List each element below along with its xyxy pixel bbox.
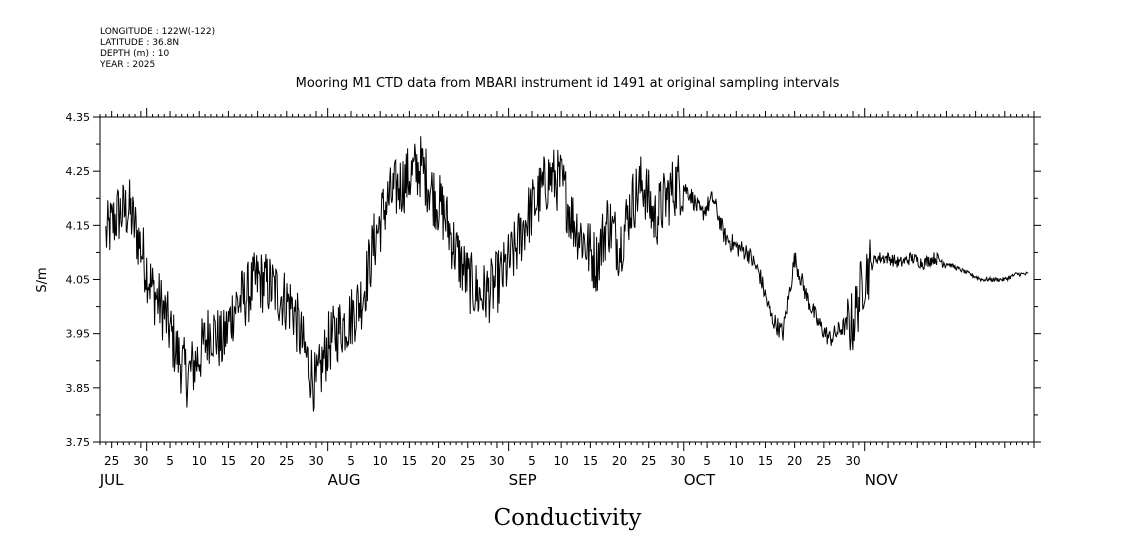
x-tick-label: 20: [250, 454, 265, 468]
x-tick-label: 20: [431, 454, 446, 468]
longitude-label: LONGITUDE : 122W(-122): [100, 27, 216, 37]
y-axis-label: S/m: [35, 267, 50, 292]
x-tick-label: 30: [308, 454, 323, 468]
y-tick-label: 3.85: [66, 382, 91, 395]
x-tick-label: 10: [192, 454, 207, 468]
x-tick-label: 25: [641, 454, 656, 468]
x-axis: 25 30 5 10 15 20 25 30 5 10 15 20 25 30 5 10 15 20 25 30 5 10…: [99, 108, 1035, 489]
year-label: YEAR : 2025: [100, 60, 156, 70]
depth-label: DEPTH (m) : 10: [100, 49, 170, 59]
x-tick-label: 10: [554, 454, 569, 468]
x-tick-label: 20: [612, 454, 627, 468]
x-tick-label: 15: [402, 454, 417, 468]
y-tick-label: 4.15: [66, 219, 91, 232]
series-group: [105, 136, 1029, 412]
x-tick-label: 20: [787, 454, 802, 468]
x-tick-label: 25: [816, 454, 831, 468]
x-tick-label: 30: [133, 454, 148, 468]
metadata-block: LONGITUDE : 122W(-122) LATITUDE : 36.8N …: [100, 27, 215, 71]
month-label: NOV: [865, 471, 899, 489]
month-label: OCT: [684, 471, 716, 489]
x-tick-label: 25: [460, 454, 475, 468]
latitude-label: LATITUDE : 36.8N: [100, 38, 180, 48]
y-tick-label: 4.35: [66, 111, 91, 124]
x-tick-label: 5: [166, 454, 174, 468]
x-tick-label: 15: [758, 454, 773, 468]
x-tick-label: 5: [347, 454, 355, 468]
x-tick-label: 25: [104, 454, 119, 468]
x-tick-label: 30: [489, 454, 504, 468]
x-tick-label: 10: [729, 454, 744, 468]
x-tick-label: 30: [670, 454, 685, 468]
x-tick-label: 5: [528, 454, 536, 468]
y-tick-label: 3.95: [66, 328, 91, 341]
x-tick-label: 15: [221, 454, 236, 468]
x-tick-label: 15: [583, 454, 598, 468]
chart-title: Mooring M1 CTD data from MBARI instrumen…: [295, 76, 840, 91]
month-label: SEP: [509, 471, 537, 489]
y-tick-label: 4.25: [66, 165, 91, 178]
month-label: JUL: [99, 471, 124, 489]
plot-frame: [99, 116, 1035, 443]
y-axis: 3.75 3.85 3.95 4.05 4.15 4.25 4.35: [66, 111, 1041, 449]
x-tick-label: 25: [279, 454, 294, 468]
month-label: AUG: [328, 471, 361, 489]
x-tick-label: 5: [703, 454, 711, 468]
x-axis-label: Conductivity: [493, 505, 642, 531]
x-tick-label: 30: [845, 454, 860, 468]
y-tick-label: 3.75: [66, 436, 91, 449]
x-tick-label: 10: [373, 454, 388, 468]
conductivity-series-line: [105, 136, 1029, 412]
y-tick-label: 4.05: [66, 274, 91, 287]
